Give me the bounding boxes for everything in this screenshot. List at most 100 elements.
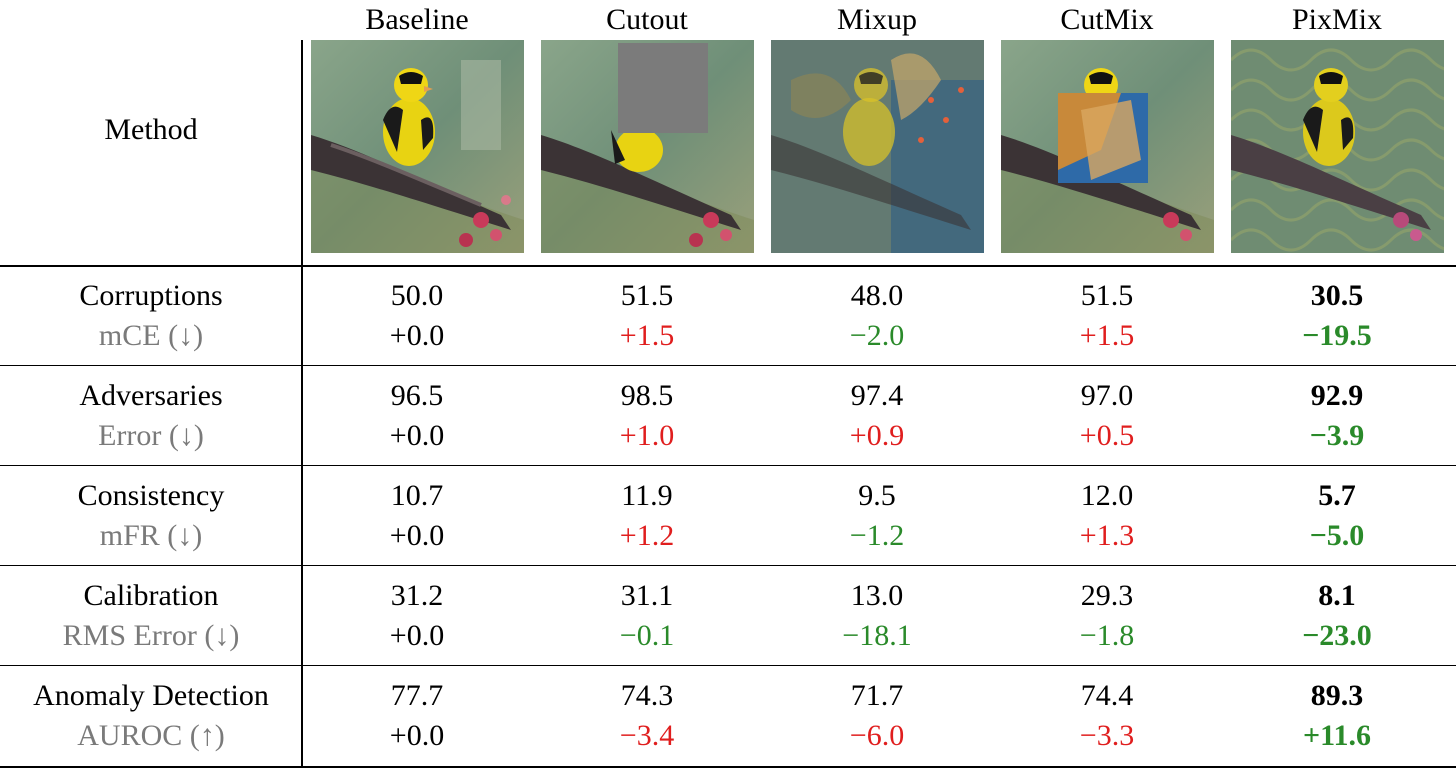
row-label: Adversaries Error (↓)	[0, 376, 302, 456]
cell-value: 71.7	[850, 679, 904, 712]
cell-value: 9.5	[858, 479, 896, 512]
col-header-pixmix: PixMix	[1291, 3, 1383, 36]
cell-value: 30.5	[1310, 279, 1364, 312]
cell-delta: −1.2	[849, 519, 905, 552]
cell-delta: −1.8	[1079, 619, 1135, 652]
row-label: Consistency mFR (↓)	[0, 476, 302, 556]
cutout-image	[541, 40, 754, 253]
cell-delta: −18.1	[842, 619, 912, 652]
mixup-image	[771, 40, 984, 253]
row-label: Corruptions mCE (↓)	[0, 276, 302, 356]
row-rule	[0, 565, 1456, 566]
cell-value: 48.0	[850, 279, 904, 312]
cell-value: 31.2	[390, 579, 444, 612]
table-cell: 51.5 +1.5	[532, 276, 762, 356]
col-header-cutout: Cutout	[606, 3, 688, 36]
cell-value: 77.7	[390, 679, 444, 712]
cell-delta: +1.5	[1079, 319, 1135, 352]
row-metric: AUROC (↑)	[77, 719, 225, 752]
row-rule	[0, 665, 1456, 666]
row-rule	[0, 365, 1456, 366]
row-name: Consistency	[77, 479, 225, 512]
table-cell: 31.2 +0.0	[302, 576, 532, 656]
column-divider	[301, 40, 303, 767]
table-cell: 29.3 −1.8	[992, 576, 1222, 656]
cell-delta: −3.3	[1079, 719, 1135, 752]
table-cell: 77.7 +0.0	[302, 676, 532, 756]
cell-delta: −19.5	[1302, 319, 1372, 352]
cell-value: 96.5	[390, 379, 444, 412]
cell-delta: +1.3	[1079, 519, 1135, 552]
cell-value: 50.0	[390, 279, 444, 312]
table-cell: 97.4 +0.9	[762, 376, 992, 456]
cell-value: 8.1	[1318, 579, 1356, 612]
table-cell: 9.5 −1.2	[762, 476, 992, 556]
cell-value: 29.3	[1080, 579, 1134, 612]
table-cell: 92.9 −3.9	[1222, 376, 1452, 456]
cell-value: 13.0	[850, 579, 904, 612]
row-label: Anomaly Detection AUROC (↑)	[0, 676, 302, 756]
row-metric: mCE (↓)	[98, 319, 204, 352]
cell-delta: −2.0	[849, 319, 905, 352]
table-cell: 5.7 −5.0	[1222, 476, 1452, 556]
row-label: Calibration RMS Error (↓)	[0, 576, 302, 656]
col-header-baseline: Baseline	[365, 3, 469, 36]
cell-delta: +1.5	[619, 319, 675, 352]
table-cell: 8.1 −23.0	[1222, 576, 1452, 656]
table-cell: 31.1 −0.1	[532, 576, 762, 656]
cell-delta: −3.9	[1309, 419, 1365, 452]
cell-value: 74.3	[620, 679, 674, 712]
cell-value: 97.0	[1080, 379, 1134, 412]
table-cell: 10.7 +0.0	[302, 476, 532, 556]
row-name: Calibration	[83, 579, 219, 612]
cell-delta: +1.2	[619, 519, 675, 552]
cell-delta: −5.0	[1309, 519, 1365, 552]
baseline-image	[311, 40, 524, 253]
cell-value: 98.5	[620, 379, 674, 412]
table-cell: 13.0 −18.1	[762, 576, 992, 656]
cell-delta: +0.0	[389, 719, 445, 752]
cell-delta: +1.0	[619, 419, 675, 452]
cell-value: 51.5	[1080, 279, 1134, 312]
cell-value: 74.4	[1080, 679, 1134, 712]
bottom-rule	[0, 766, 1456, 768]
table-cell: 51.5 +1.5	[992, 276, 1222, 356]
table-cell: 97.0 +0.5	[992, 376, 1222, 456]
cell-value: 92.9	[1310, 379, 1364, 412]
table-cell: 74.4 −3.3	[992, 676, 1222, 756]
cell-value: 89.3	[1310, 679, 1364, 712]
table-cell: 30.5 −19.5	[1222, 276, 1452, 356]
col-header-cutmix: CutMix	[1060, 3, 1154, 36]
table-cell: 98.5 +1.0	[532, 376, 762, 456]
cell-value: 11.9	[621, 479, 673, 512]
table-cell: 50.0 +0.0	[302, 276, 532, 356]
row-metric: mFR (↓)	[99, 519, 203, 552]
pixmix-image	[1231, 40, 1444, 253]
cell-delta: +0.0	[389, 519, 445, 552]
cell-delta: +0.9	[849, 419, 905, 452]
cell-delta: −23.0	[1302, 619, 1372, 652]
cell-value: 5.7	[1318, 479, 1356, 512]
cell-value: 31.1	[620, 579, 674, 612]
cell-delta: +11.6	[1303, 719, 1371, 752]
table-cell: 89.3 +11.6	[1222, 676, 1452, 756]
cell-delta: −3.4	[619, 719, 675, 752]
cutmix-image	[1001, 40, 1214, 253]
table-cell: 11.9 +1.2	[532, 476, 762, 556]
table-cell: 71.7 −6.0	[762, 676, 992, 756]
header-rule	[0, 265, 1456, 267]
cell-value: 51.5	[620, 279, 674, 312]
row-rule	[0, 465, 1456, 466]
method-label: Method	[104, 113, 198, 146]
row-name: Anomaly Detection	[33, 679, 269, 712]
row-metric: Error (↓)	[98, 419, 204, 452]
row-name: Corruptions	[79, 279, 223, 312]
table-cell: 12.0 +1.3	[992, 476, 1222, 556]
cell-delta: −6.0	[849, 719, 905, 752]
cell-delta: +0.0	[389, 319, 445, 352]
cell-delta: +0.0	[389, 619, 445, 652]
cell-value: 12.0	[1080, 479, 1134, 512]
row-metric: RMS Error (↓)	[62, 619, 240, 652]
cell-value: 97.4	[850, 379, 904, 412]
